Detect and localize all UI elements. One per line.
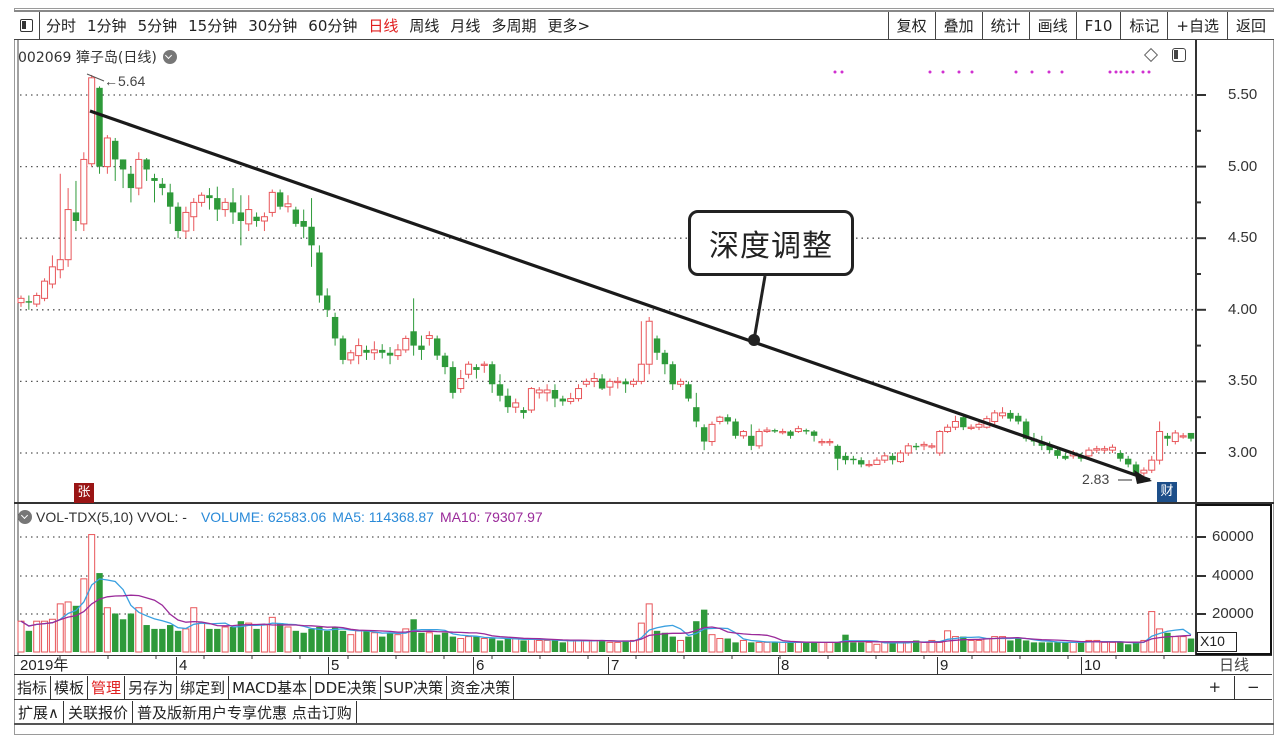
cai-badge-icon[interactable]: 财 [1157,482,1177,502]
footer-button[interactable]: 关联报价 [64,701,133,723]
period-tab[interactable]: 月线 [450,17,481,35]
zoom-controls: + − [1196,676,1272,700]
volume-tick-label: 60000 [1212,528,1254,545]
zoom-out-button[interactable]: − [1246,678,1260,696]
date-label: 6 [473,657,484,675]
indicator-button[interactable]: 指标 [14,676,52,699]
axis-divider [1195,40,1197,655]
date-label: 10 [1081,657,1101,675]
volume-header: VOL-TDX(5,10) VVOL: - VOLUME: 62583.06 M… [18,509,543,525]
indicator-button[interactable]: SUP决策 [381,676,448,699]
toolbar-button[interactable]: F10 [1075,12,1121,39]
toolbar-button[interactable]: 统计 [981,12,1029,39]
price-tick-label: 4.50 [1228,229,1258,247]
toolbar-button[interactable]: 画线 [1028,12,1076,39]
period-tab[interactable]: 日线 [368,17,399,35]
price-tick-label: 3.50 [1228,372,1258,390]
candlesticks [17,74,1195,478]
footer-button[interactable]: 扩展∧ [14,701,64,723]
chevron-down-icon[interactable] [18,510,32,524]
ma5-value: MA5: 114368.87 [332,509,434,525]
zhang-badge-icon[interactable]: 张 [74,483,94,503]
zoom-in-button[interactable]: + [1196,676,1235,699]
indicator-button[interactable]: 资金决策 [447,676,515,699]
volume-scale-label: X10 [1197,632,1237,652]
price-tick-label: 5.00 [1228,157,1258,175]
panel-divider [14,502,1274,504]
panel-toggle-icon [20,19,33,32]
period-tab[interactable]: 15分钟 [188,17,238,35]
date-axis: 2019年 4 5 6 7 8 9 10 [14,655,1196,675]
volume-axis-box [1196,504,1272,655]
volume-value: VOLUME: 62583.06 [200,509,327,525]
chevron-down-icon[interactable] [162,50,177,64]
indicator-bar: 指标 模板 管理 另存为 绑定到 MACD基本 DDE决策 SUP决策 资金决策 [14,676,1196,700]
price-tick-label: 4.00 [1228,300,1258,318]
footer-bar: 扩展∧ 关联报价 普及版新用户专享优惠 点击订购 [14,701,1274,725]
period-tab[interactable]: 更多> [547,17,591,35]
toolbar-button[interactable]: 复权 [887,12,935,39]
indicator-name[interactable]: VOL-TDX(5,10) VVOL: - [36,509,187,525]
price-tick-label: 5.50 [1228,86,1258,103]
high-price-label: ←5.64 [104,73,146,89]
date-label: 2019年 [20,657,69,674]
date-label: 8 [778,657,789,675]
toolbar-button[interactable]: 返回 [1226,12,1274,39]
period-tab[interactable]: 5分钟 [137,17,178,35]
toolbar-button[interactable]: 叠加 [934,12,982,39]
period-indicator[interactable]: 日线 [1196,655,1272,675]
footer-button[interactable]: 普及版新用户专享优惠 点击订购 [133,701,357,723]
volume-bars [17,534,1195,653]
period-tab[interactable]: 30分钟 [248,17,298,35]
period-tab[interactable]: 分时 [46,17,77,35]
price-tick-label: 3.00 [1228,444,1258,461]
indicator-button[interactable]: 管理 [88,676,126,699]
trendline[interactable] [89,109,1151,482]
toolbar-tools: 复权 叠加 统计 画线 F10 标记 +自选 返回 [887,12,1274,39]
panel-toggle-icon[interactable] [1172,48,1186,62]
date-label: 7 [608,657,619,675]
stock-title: 002069 獐子岛(日线) [18,50,157,66]
toolbar-button[interactable]: +自选 [1167,12,1227,39]
date-label: 4 [176,657,187,675]
indicator-button[interactable]: 绑定到 [177,676,230,699]
low-price-label: 2.83 [1082,471,1110,487]
date-label: 5 [328,657,339,675]
indicator-button[interactable]: DDE决策 [311,676,381,699]
sidebar-toggle-button[interactable] [14,12,40,39]
date-label: 9 [937,657,948,675]
period-tabs: 分时 1分钟 5分钟 15分钟 30分钟 60分钟 日线 周线 月线 多周期 更多> [40,12,888,39]
indicator-button[interactable]: 模板 [51,676,89,699]
period-tab[interactable]: 周线 [409,17,440,35]
volume-tick-label: 40000 [1212,567,1254,584]
indicator-button[interactable]: MACD基本 [229,676,312,699]
annotation-callout[interactable]: 深度调整 [688,210,854,276]
indicator-button[interactable]: 另存为 [125,676,178,699]
period-tab[interactable]: 1分钟 [87,17,127,35]
period-tab[interactable]: 多周期 [491,17,537,35]
toolbar-button[interactable]: 标记 [1120,12,1167,39]
period-tab[interactable]: 60分钟 [308,17,358,35]
volume-tick-label: 20000 [1212,605,1254,622]
ma10-value: MA10: 79307.97 [439,509,543,525]
top-toolbar: 分时 1分钟 5分钟 15分钟 30分钟 60分钟 日线 周线 月线 多周期 更多> 复权 叠加 统计画… [14,10,1274,40]
chart-title[interactable]: 002069 獐子岛(日线) [18,47,177,67]
